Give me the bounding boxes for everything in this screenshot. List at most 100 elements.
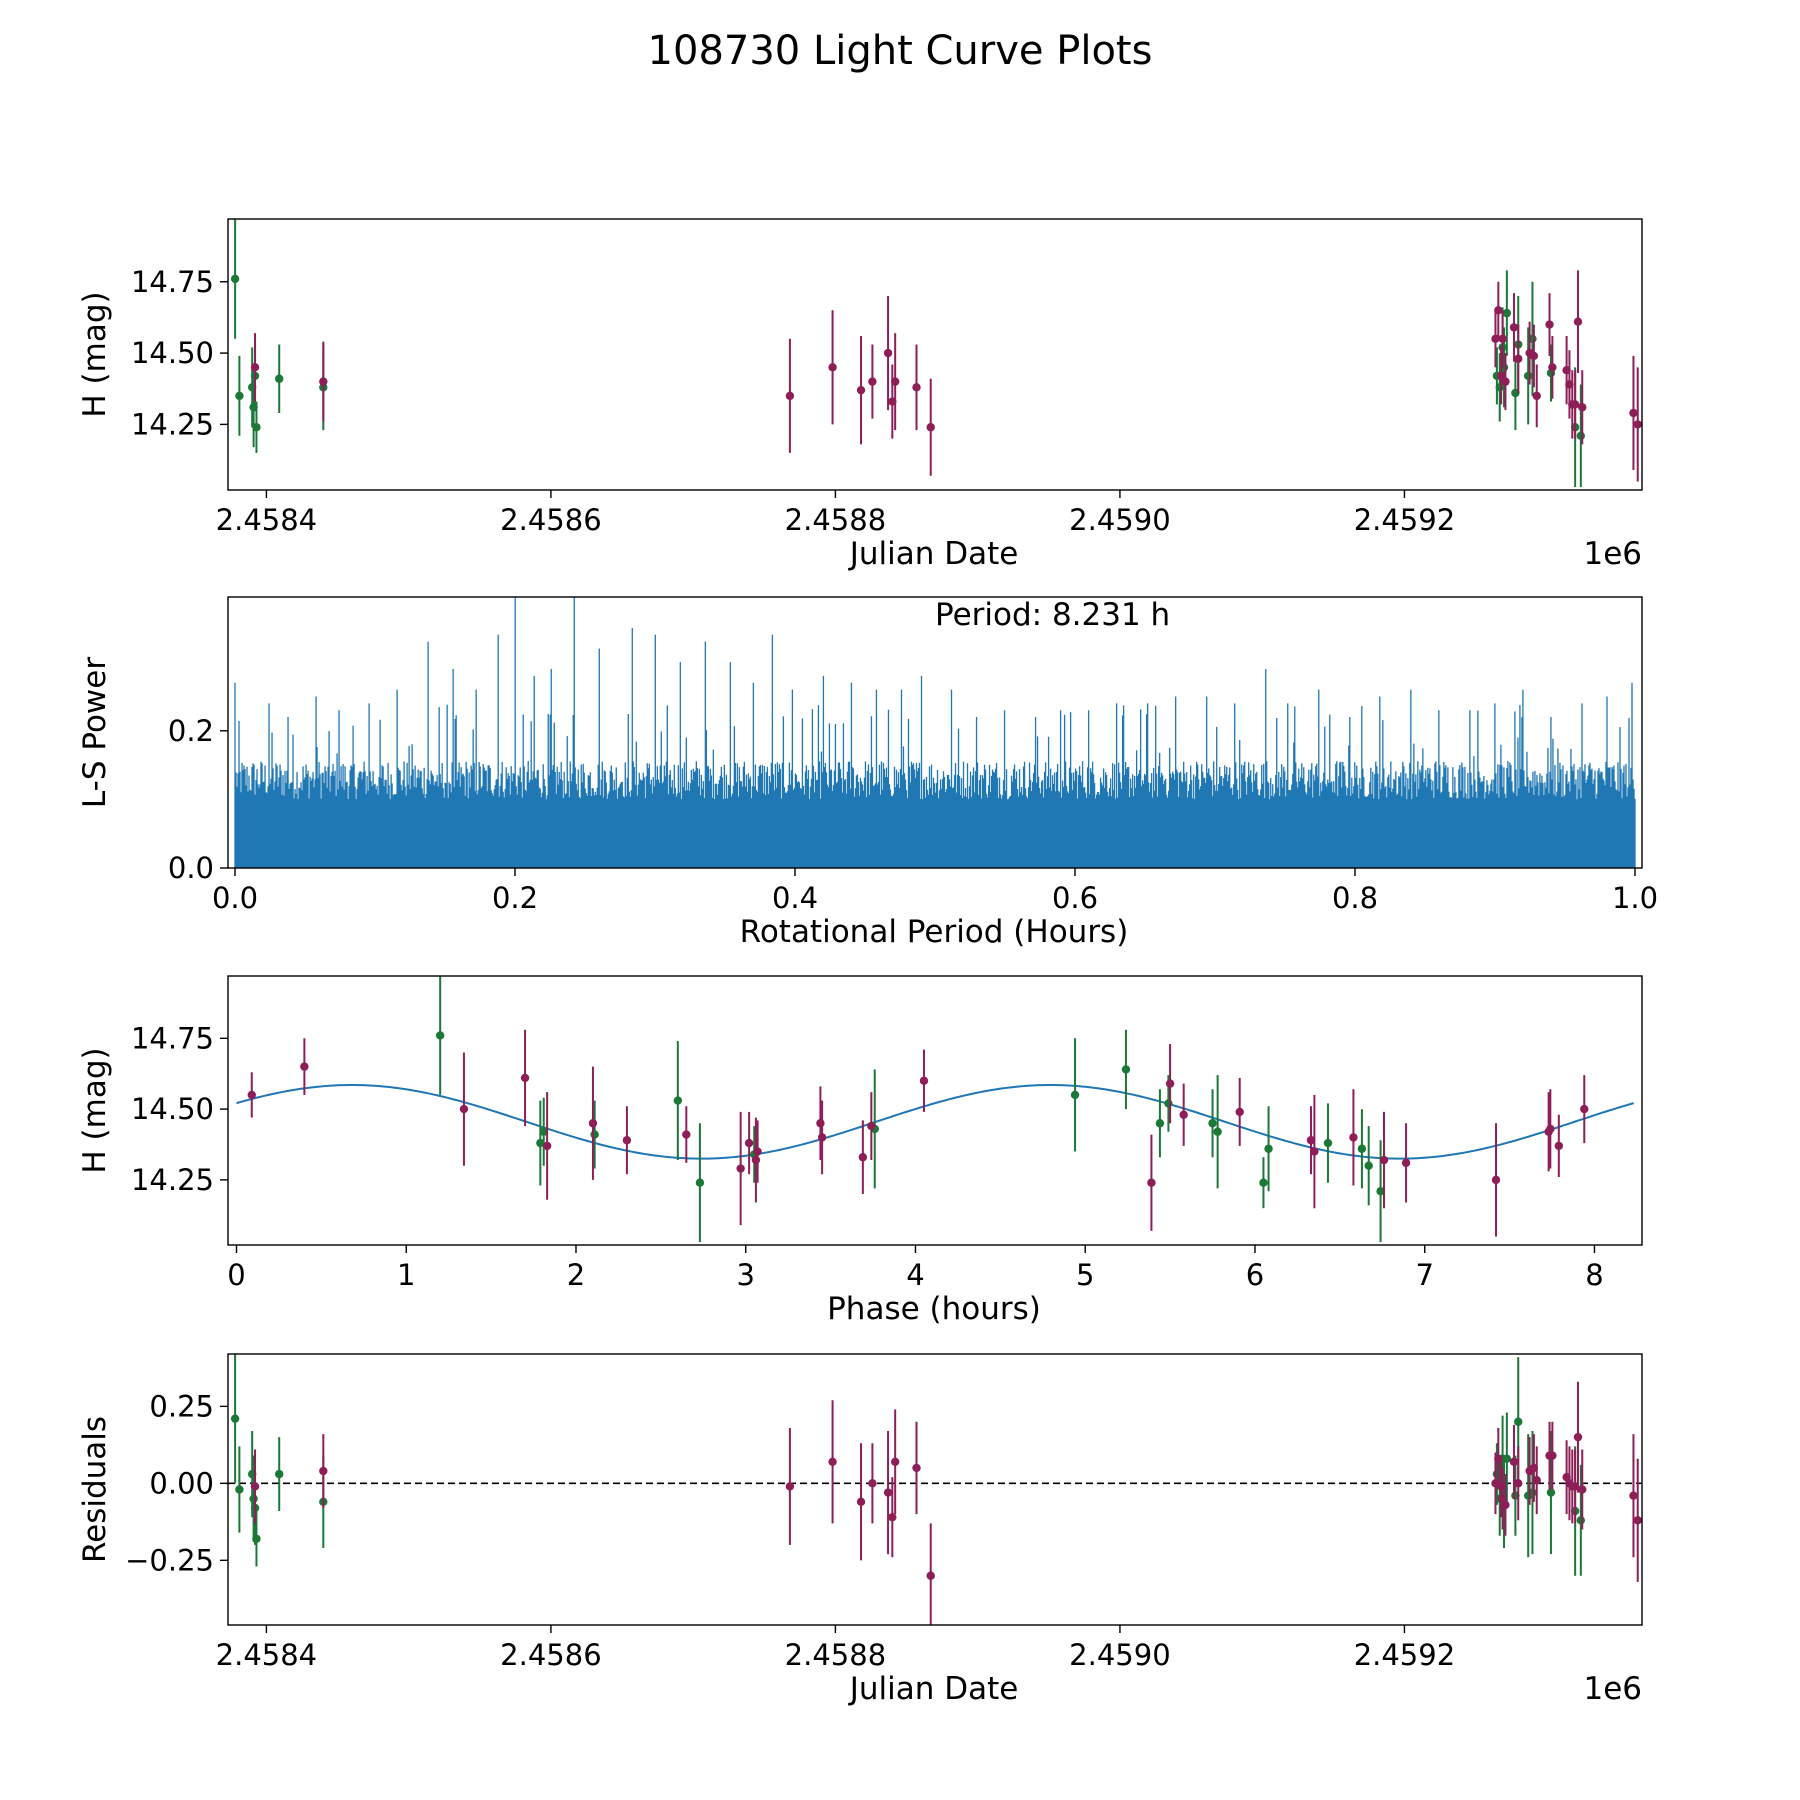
- resid-xtick-label: 2.4586: [500, 1638, 601, 1672]
- resid-ylabel: Residuals: [77, 1416, 113, 1563]
- resid-axes: 2.4584 2.4586 2.4588 2.4590 2.4592 −0.25 0.00 0…: [77, 1389, 1642, 1707]
- lc-point-purple: [1578, 403, 1587, 412]
- resid-point-purple: [1633, 1516, 1642, 1525]
- phase-point-green: [1376, 1187, 1385, 1196]
- phase-model-group: [236, 1084, 1634, 1160]
- lc-xtick-label: 2.4590: [1069, 503, 1170, 537]
- phase-xtick-label: 4: [906, 1258, 924, 1292]
- lc-point-purple: [250, 363, 260, 372]
- phase-point-purple: [867, 1121, 876, 1131]
- phase-xtick-label: 2: [567, 1258, 585, 1292]
- lc-offset-label: 1e6: [1583, 536, 1642, 572]
- ls-axes: 0.0 0.2 0.4 0.6 0.8 1.0 0.0 0.2 Rotational Perio…: [77, 657, 1658, 950]
- lc-xtick-label: 2.4584: [216, 503, 317, 537]
- lc-xtick-label: 2.4592: [1354, 503, 1455, 537]
- lc-axes: 2.4584 2.4586 2.4588 2.4590 2.4592 14.25 14.50…: [77, 265, 1642, 572]
- lc-point-purple: [1496, 371, 1506, 381]
- phase-point-purple: [247, 1090, 256, 1100]
- phase-point-purple: [459, 1104, 469, 1114]
- resid-point-purple: [1496, 1482, 1506, 1491]
- resid-point-purple: [1629, 1491, 1638, 1500]
- resid-point-purple: [1532, 1476, 1541, 1485]
- ls-ytick-label: 0.0: [168, 851, 214, 885]
- ls-power-band: [235, 818, 1635, 868]
- lc-point-purple: [1501, 377, 1510, 386]
- resid-point-purple: [319, 1466, 328, 1476]
- lc-point-purple: [1545, 320, 1554, 329]
- lc-point-purple: [1529, 351, 1539, 361]
- phase-point-green: [1364, 1161, 1373, 1170]
- phase-point-purple: [816, 1119, 825, 1128]
- lc-point-purple: [1494, 306, 1503, 315]
- lc-xtick-label: 2.4586: [500, 503, 601, 537]
- lc-point-purple: [319, 377, 328, 386]
- ls-xtick-label: 0.6: [1052, 881, 1098, 915]
- resid-frame: [227, 1353, 1643, 1626]
- lc-xlabel: Julian Date: [848, 536, 1019, 572]
- resid-xlabel: Julian Date: [848, 1671, 1019, 1707]
- phase-point-purple: [751, 1155, 761, 1165]
- phase-point-green: [1121, 1065, 1131, 1074]
- resid-point-green: [249, 1494, 258, 1503]
- phase-point-purple: [1179, 1110, 1188, 1119]
- resid-xtick-label: 2.4592: [1354, 1638, 1455, 1672]
- resid-point-green: [252, 1534, 261, 1543]
- resid-points: [230, 1354, 1642, 1625]
- lc-point-green: [1576, 431, 1586, 440]
- phase-model-curve: [236, 1084, 1634, 1160]
- resid-point-purple: [250, 1482, 260, 1491]
- resid-point-purple: [883, 1488, 893, 1497]
- lc-point-green: [275, 374, 284, 383]
- resid-point-purple: [1514, 1479, 1523, 1488]
- phase-point-purple: [1147, 1178, 1156, 1187]
- phase-points: [247, 976, 1589, 1243]
- phase-point-green: [1070, 1090, 1080, 1100]
- ls-frame: [227, 596, 1643, 869]
- phase-xtick-label: 1: [397, 1258, 415, 1292]
- phase-point-green: [1164, 1099, 1173, 1108]
- lc-point-purple: [1573, 317, 1583, 326]
- resid-point-purple: [1573, 1432, 1583, 1442]
- resid-point-green: [1576, 1516, 1586, 1525]
- lc-point-purple: [883, 348, 893, 358]
- phase-ytick-label: 14.75: [131, 1021, 214, 1055]
- resid-point-purple: [868, 1479, 877, 1488]
- resid-xtick-label: 2.4588: [785, 1638, 886, 1672]
- resid-point-purple: [785, 1482, 795, 1491]
- phase-point-green: [536, 1138, 545, 1148]
- phase-point-purple: [300, 1062, 309, 1071]
- phase-point-purple: [588, 1119, 598, 1128]
- lc-point-purple: [1629, 408, 1638, 418]
- resid-ytick-label: −0.25: [125, 1543, 214, 1577]
- lc-point-purple: [1498, 334, 1507, 344]
- resid-point-purple: [856, 1497, 866, 1507]
- phase-point-green: [590, 1130, 599, 1139]
- lc-point-green: [235, 391, 244, 401]
- phase-point-purple: [1491, 1175, 1501, 1185]
- lc-point-green: [230, 274, 240, 284]
- phase-point-purple: [919, 1076, 929, 1085]
- phase-point-purple: [1235, 1107, 1244, 1117]
- phase-xtick-label: 6: [1246, 1258, 1264, 1292]
- lc-ylabel: H (mag): [77, 291, 113, 417]
- phase-point-green: [1323, 1138, 1333, 1148]
- ls-xtick-label: 0.4: [772, 881, 818, 915]
- figure-title: 108730 Light Curve Plots: [647, 28, 1153, 74]
- lc-ytick-label: 14.50: [131, 336, 214, 370]
- ls-period-annotation: Period: 8.231 h: [935, 597, 1170, 633]
- phase-point-purple: [1310, 1147, 1319, 1156]
- lc-point-purple: [1570, 400, 1580, 409]
- phase-point-green: [1155, 1119, 1165, 1128]
- resid-point-green: [1514, 1417, 1523, 1426]
- ls-xtick-label: 0.0: [212, 881, 258, 915]
- phase-point-green: [1259, 1178, 1268, 1187]
- phase-point-purple: [682, 1130, 691, 1139]
- lc-point-purple: [912, 383, 921, 392]
- phase-frame: [227, 975, 1643, 1246]
- ls-ylabel: L-S Power: [77, 657, 113, 808]
- lc-point-purple: [1509, 323, 1519, 332]
- resid-point-green: [1502, 1454, 1512, 1463]
- resid-ytick-label: 0.25: [149, 1389, 214, 1423]
- lc-xtick-label: 2.4588: [785, 503, 886, 537]
